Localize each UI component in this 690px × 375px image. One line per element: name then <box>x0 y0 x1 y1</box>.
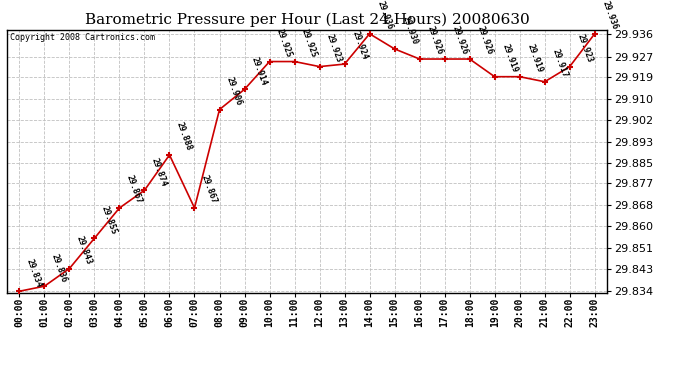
Text: 29.874: 29.874 <box>150 156 169 188</box>
Text: 29.867: 29.867 <box>125 174 144 205</box>
Text: Copyright 2008 Cartronics.com: Copyright 2008 Cartronics.com <box>10 33 155 42</box>
Text: 29.906: 29.906 <box>225 75 244 107</box>
Text: 29.834: 29.834 <box>25 257 43 288</box>
Text: 29.855: 29.855 <box>100 204 119 236</box>
Text: 29.926: 29.926 <box>425 25 444 56</box>
Title: Barometric Pressure per Hour (Last 24 Hours) 20080630: Barometric Pressure per Hour (Last 24 Ho… <box>85 13 529 27</box>
Text: 29.923: 29.923 <box>575 33 594 64</box>
Text: 29.925: 29.925 <box>300 27 319 59</box>
Text: 29.936: 29.936 <box>375 0 394 31</box>
Text: 29.919: 29.919 <box>500 43 519 74</box>
Text: 29.917: 29.917 <box>550 48 569 79</box>
Text: 29.924: 29.924 <box>350 30 369 61</box>
Text: 29.930: 29.930 <box>400 15 419 46</box>
Text: 29.919: 29.919 <box>525 43 544 74</box>
Text: 29.867: 29.867 <box>200 174 219 205</box>
Text: 29.926: 29.926 <box>475 25 494 56</box>
Text: 29.836: 29.836 <box>50 252 69 284</box>
Text: 29.925: 29.925 <box>275 27 294 59</box>
Text: 29.926: 29.926 <box>450 25 469 56</box>
Text: 29.914: 29.914 <box>250 55 269 87</box>
Text: 29.936: 29.936 <box>600 0 619 31</box>
Text: 29.843: 29.843 <box>75 234 94 266</box>
Text: 29.888: 29.888 <box>175 121 194 152</box>
Text: 29.923: 29.923 <box>325 33 344 64</box>
